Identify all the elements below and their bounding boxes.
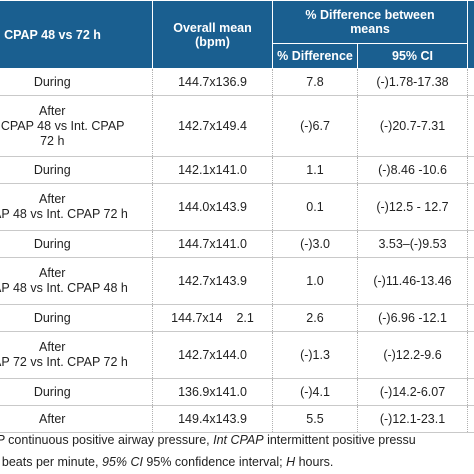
footnote-line-2: M beats per minute, 95% CI 95% confidenc… (0, 452, 333, 473)
cell-overall-mean: 142.7x144.0 (152, 331, 273, 379)
cell-extra: 0.8 (467, 156, 474, 184)
cell-pct-difference: (-)6.7 (272, 95, 358, 157)
cell-overall-mean: 142.7x143.9 (152, 257, 273, 305)
cell-95-ci: (-)12.2-9.6 (357, 331, 468, 379)
footnote-abbr-ci: 95% CI (101, 455, 143, 469)
cell-overall-mean: 142.7x149.4 (152, 95, 273, 157)
cell-95-ci: (-)6.96 -12.1 (357, 304, 468, 332)
cell-period: After (0, 405, 153, 433)
cell-extra: 0.3 (467, 230, 474, 258)
footnote-text-4: 95% confidence interval; (142, 455, 287, 469)
cell-pct-difference: 1.1 (272, 156, 358, 184)
cell-overall-mean: 149.4x143.9 (152, 405, 273, 433)
footnote-text-2: intermittent positive pressu (263, 433, 416, 447)
header-pct-diff: % Difference (272, 43, 358, 69)
cell-period: During (0, 156, 153, 184)
cell-pct-difference: 2.6 (272, 304, 358, 332)
cell-95-ci: (-)20.7-7.31 (357, 95, 468, 157)
header-comparison: CPAP 48 vs 72 h (0, 0, 153, 69)
header-ci95: 95% CI (357, 43, 468, 69)
cell-pct-difference: 1.0 (272, 257, 358, 305)
footnote-text-5: hours. (295, 455, 334, 469)
header-overall-mean: Overall mean (bpm) (152, 0, 273, 69)
cell-95-ci: (-)11.46-13.46 (357, 257, 468, 305)
cell-pct-difference: (-)3.0 (272, 230, 358, 258)
results-table: CPAP 48 vs 72 h Overall mean (bpm) % Diff… (0, 0, 474, 433)
cell-period: During (0, 68, 153, 96)
cell-period: During (0, 230, 153, 258)
cell-pct-difference: (-)4.1 (272, 378, 358, 406)
cell-overall-mean: 144.7x136.9 (152, 68, 273, 96)
footnote-abbr-cpap: AP (0, 433, 5, 447)
cell-extra: 0.4 (467, 378, 474, 406)
cell-extra: 0.5 (467, 304, 474, 332)
cell-95-ci: (-)1.78-17.38 (357, 68, 468, 96)
table-header: CPAP 48 vs 72 h Overall mean (bpm) % Diff… (0, 0, 474, 69)
cell-extra: 0.3 (467, 95, 474, 157)
header-overall-mean-text: Overall mean (bpm) (173, 20, 252, 49)
footnote-text-3: beats per minute, (0, 455, 102, 469)
cell-95-ci: (-)12.1-23.1 (357, 405, 468, 433)
cell-95-ci: (-)8.46 -10.6 (357, 156, 468, 184)
table-body: During144.7x136.97.8(-)1.78-17.380.After… (0, 68, 474, 433)
cell-95-ci: (-)14.2-6.07 (357, 378, 468, 406)
cell-overall-mean: 136.9x141.0 (152, 378, 273, 406)
cell-extra: 0.8 (467, 331, 474, 379)
cell-pct-difference: 0.1 (272, 183, 358, 231)
cell-extra: 0. (467, 68, 474, 96)
cell-overall-mean: 144.7x141.0 (152, 230, 273, 258)
footnote-text-1: continuous positive airway pressure, (4, 433, 214, 447)
cell-extra: 0.5 (467, 405, 474, 433)
header-pct-group-text: % Difference between means (305, 8, 435, 36)
footnote-abbr-int-cpap: Int CPAP (213, 433, 264, 447)
header-extra (467, 0, 474, 69)
cell-95-ci: 3.53–(-)9.53 (357, 230, 468, 258)
footnote-line-1: AP continuous positive airway pressure, … (0, 430, 416, 451)
cell-overall-mean: 144.7x14 2.1 (152, 304, 273, 332)
cell-overall-mean: 144.0x143.9 (152, 183, 273, 231)
cell-period: During (0, 378, 153, 406)
cell-95-ci: (-)12.5 - 12.7 (357, 183, 468, 231)
header-pct-group: % Difference between means (272, 0, 468, 44)
footnote-abbr-h: H (286, 455, 296, 469)
cell-extra: 0.8 (467, 257, 474, 305)
cell-pct-difference: 5.5 (272, 405, 358, 433)
cell-pct-difference: (-)1.3 (272, 331, 358, 379)
cell-pct-difference: 7.8 (272, 68, 358, 96)
cell-period: During (0, 304, 153, 332)
cell-extra: 0.9 (467, 183, 474, 231)
cell-overall-mean: 142.1x141.0 (152, 156, 273, 184)
